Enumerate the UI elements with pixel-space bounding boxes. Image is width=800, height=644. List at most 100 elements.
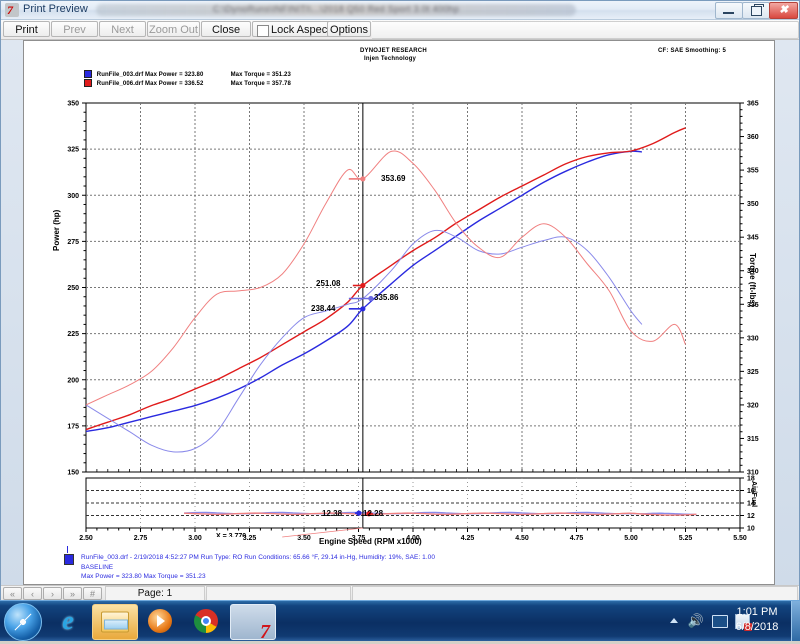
- svg-text:3.00: 3.00: [188, 535, 202, 542]
- chart-legend: RunFile_003.drf Max Power = 323.80 Max T…: [84, 70, 291, 88]
- next-page-button[interactable]: Next: [99, 21, 146, 37]
- svg-text:16: 16: [747, 488, 755, 495]
- svg-text:150: 150: [67, 470, 79, 477]
- window-title-path: C:\DynoRuns\INFINITI\...\2018 Q50 Red Sp…: [96, 4, 576, 16]
- folder-icon: [101, 611, 129, 633]
- start-button[interactable]: [4, 603, 42, 641]
- svg-text:250: 250: [67, 285, 79, 292]
- svg-text:315: 315: [747, 436, 759, 443]
- maximize-icon: [751, 4, 764, 16]
- svg-text:365: 365: [747, 101, 759, 108]
- svg-text:350: 350: [67, 101, 79, 108]
- volume-icon[interactable]: 🔊: [687, 614, 704, 629]
- svg-text:5.25: 5.25: [679, 535, 693, 542]
- prev-page-button[interactable]: Prev: [51, 21, 98, 37]
- svg-text:200: 200: [67, 377, 79, 384]
- callout-torque-blue: 335.86: [374, 293, 399, 302]
- preview-toolbar: Print Prev Next Zoom Out Close Lock Aspe…: [1, 20, 799, 52]
- nav-next-page-button[interactable]: ›: [43, 587, 62, 600]
- clock-date[interactable]: 6/8/2018: [735, 621, 779, 633]
- svg-text:10: 10: [747, 526, 755, 533]
- taskbar-item-dynojet[interactable]: [230, 604, 276, 640]
- svg-text:175: 175: [67, 423, 79, 430]
- window-title: Print Preview: [23, 3, 88, 15]
- y-axis-left-title: Power (hp): [52, 209, 61, 251]
- close-preview-button[interactable]: Close: [201, 21, 251, 37]
- svg-text:355: 355: [747, 168, 759, 175]
- title-bar: 7 Print Preview C:\DynoRuns\INFINITI\...…: [1, 1, 799, 20]
- dyno-chart: DYNOJET RESEARCH Injen Technology CF: SA…: [24, 41, 774, 584]
- x-axis-title: Engine Speed (RPM x1000): [319, 537, 422, 546]
- clock-time[interactable]: 1:01 PM: [736, 606, 778, 618]
- options-button[interactable]: Options: [327, 21, 371, 37]
- svg-text:3.75: 3.75: [352, 535, 366, 542]
- legend-swatch-red: [84, 79, 92, 87]
- toolbar-spacer: [372, 21, 799, 39]
- nav-prev-page-button[interactable]: ‹: [23, 587, 42, 600]
- close-button[interactable]: ✖: [769, 2, 798, 19]
- run-maxima: Max Power = 323.80 Max Torque = 351.23: [81, 573, 206, 580]
- svg-text:3.25: 3.25: [243, 535, 257, 542]
- network-icon[interactable]: [712, 615, 728, 628]
- windows-taskbar: e 🔊 1:01 PM 6/8/2018: [0, 600, 800, 641]
- zoom-out-button[interactable]: Zoom Out: [147, 21, 200, 37]
- run-swatch-blue: [64, 554, 74, 565]
- status-pane-secondary: [206, 586, 351, 601]
- cursor-x-label: X = 3.770: [216, 533, 247, 540]
- svg-text:2.50: 2.50: [79, 535, 93, 542]
- print-button[interactable]: Print: [3, 21, 50, 37]
- svg-text:340: 340: [747, 268, 759, 275]
- nav-first-page-button[interactable]: «: [3, 587, 22, 600]
- callout-torque-red: 353.69: [381, 174, 406, 183]
- svg-text:325: 325: [747, 369, 759, 376]
- show-desktop-button[interactable]: [791, 601, 800, 641]
- run-info-block: RunFile_003.drf - 2/19/2018 4:52:27 PM R…: [64, 553, 764, 585]
- show-hidden-icons-icon[interactable]: [670, 618, 678, 623]
- taskbar-item-internet-explorer[interactable]: e: [46, 604, 90, 638]
- chart-subtitle: Injen Technology: [364, 56, 417, 62]
- internet-explorer-icon: e: [62, 606, 74, 635]
- action-center-flag-icon[interactable]: [735, 614, 752, 631]
- status-pane-tertiary: [352, 586, 798, 601]
- svg-text:345: 345: [747, 235, 759, 242]
- preview-scroll-area[interactable]: DYNOJET RESEARCH Injen Technology CF: SA…: [1, 40, 799, 585]
- page-indicator: Page: 1: [105, 586, 205, 601]
- chart-correction-info: CF: SAE Smoothing: 5: [658, 48, 726, 54]
- svg-text:4.00: 4.00: [406, 535, 420, 542]
- run-entry: RunFile_003.drf - 2/19/2018 4:52:27 PM R…: [64, 553, 764, 582]
- svg-text:4.25: 4.25: [461, 535, 475, 542]
- af-axis-title: Air/Fuel: [750, 481, 757, 508]
- svg-text:5.50: 5.50: [733, 535, 747, 542]
- run-conditions: RunFile_003.drf - 2/19/2018 4:52:27 PM R…: [81, 554, 436, 561]
- svg-text:310: 310: [747, 470, 759, 477]
- nav-last-page-button[interactable]: »: [63, 587, 82, 600]
- y-axis-right-title: Torque (ft-lbs): [748, 253, 757, 307]
- maximize-button[interactable]: [742, 2, 770, 19]
- svg-text:330: 330: [747, 335, 759, 342]
- svg-text:325: 325: [67, 147, 79, 154]
- legend-swatch-blue: [84, 70, 92, 78]
- minimize-button[interactable]: [715, 2, 743, 19]
- preview-page: DYNOJET RESEARCH Injen Technology CF: SA…: [23, 40, 775, 585]
- legend-torque-label: Max Torque = 357.78: [230, 80, 291, 87]
- nav-goto-page-button[interactable]: #: [83, 587, 102, 600]
- chrome-icon: [194, 609, 218, 633]
- windows-logo-icon: [14, 613, 32, 631]
- legend-row: RunFile_006.drf Max Power = 336.52 Max T…: [84, 79, 291, 88]
- minimize-icon: [723, 12, 734, 14]
- svg-text:335: 335: [747, 302, 759, 309]
- run-name: BASELINE: [81, 563, 114, 571]
- checkbox-box[interactable]: [257, 25, 269, 37]
- status-bar: « ‹ › » # Page: 1: [1, 585, 799, 601]
- svg-text:300: 300: [67, 193, 79, 200]
- svg-text:275: 275: [67, 239, 79, 246]
- svg-text:14: 14: [747, 501, 755, 508]
- svg-text:12: 12: [747, 513, 755, 520]
- svg-text:18: 18: [747, 476, 755, 483]
- taskbar-item-media-player[interactable]: [138, 604, 182, 638]
- taskbar-item-windows-explorer[interactable]: [92, 604, 138, 640]
- svg-text:3.50: 3.50: [297, 535, 311, 542]
- print-preview-window: 7 Print Preview C:\DynoRuns\INFINITI\...…: [0, 0, 800, 601]
- callout-af-red: 12.28: [363, 509, 384, 518]
- taskbar-item-chrome[interactable]: [184, 604, 228, 638]
